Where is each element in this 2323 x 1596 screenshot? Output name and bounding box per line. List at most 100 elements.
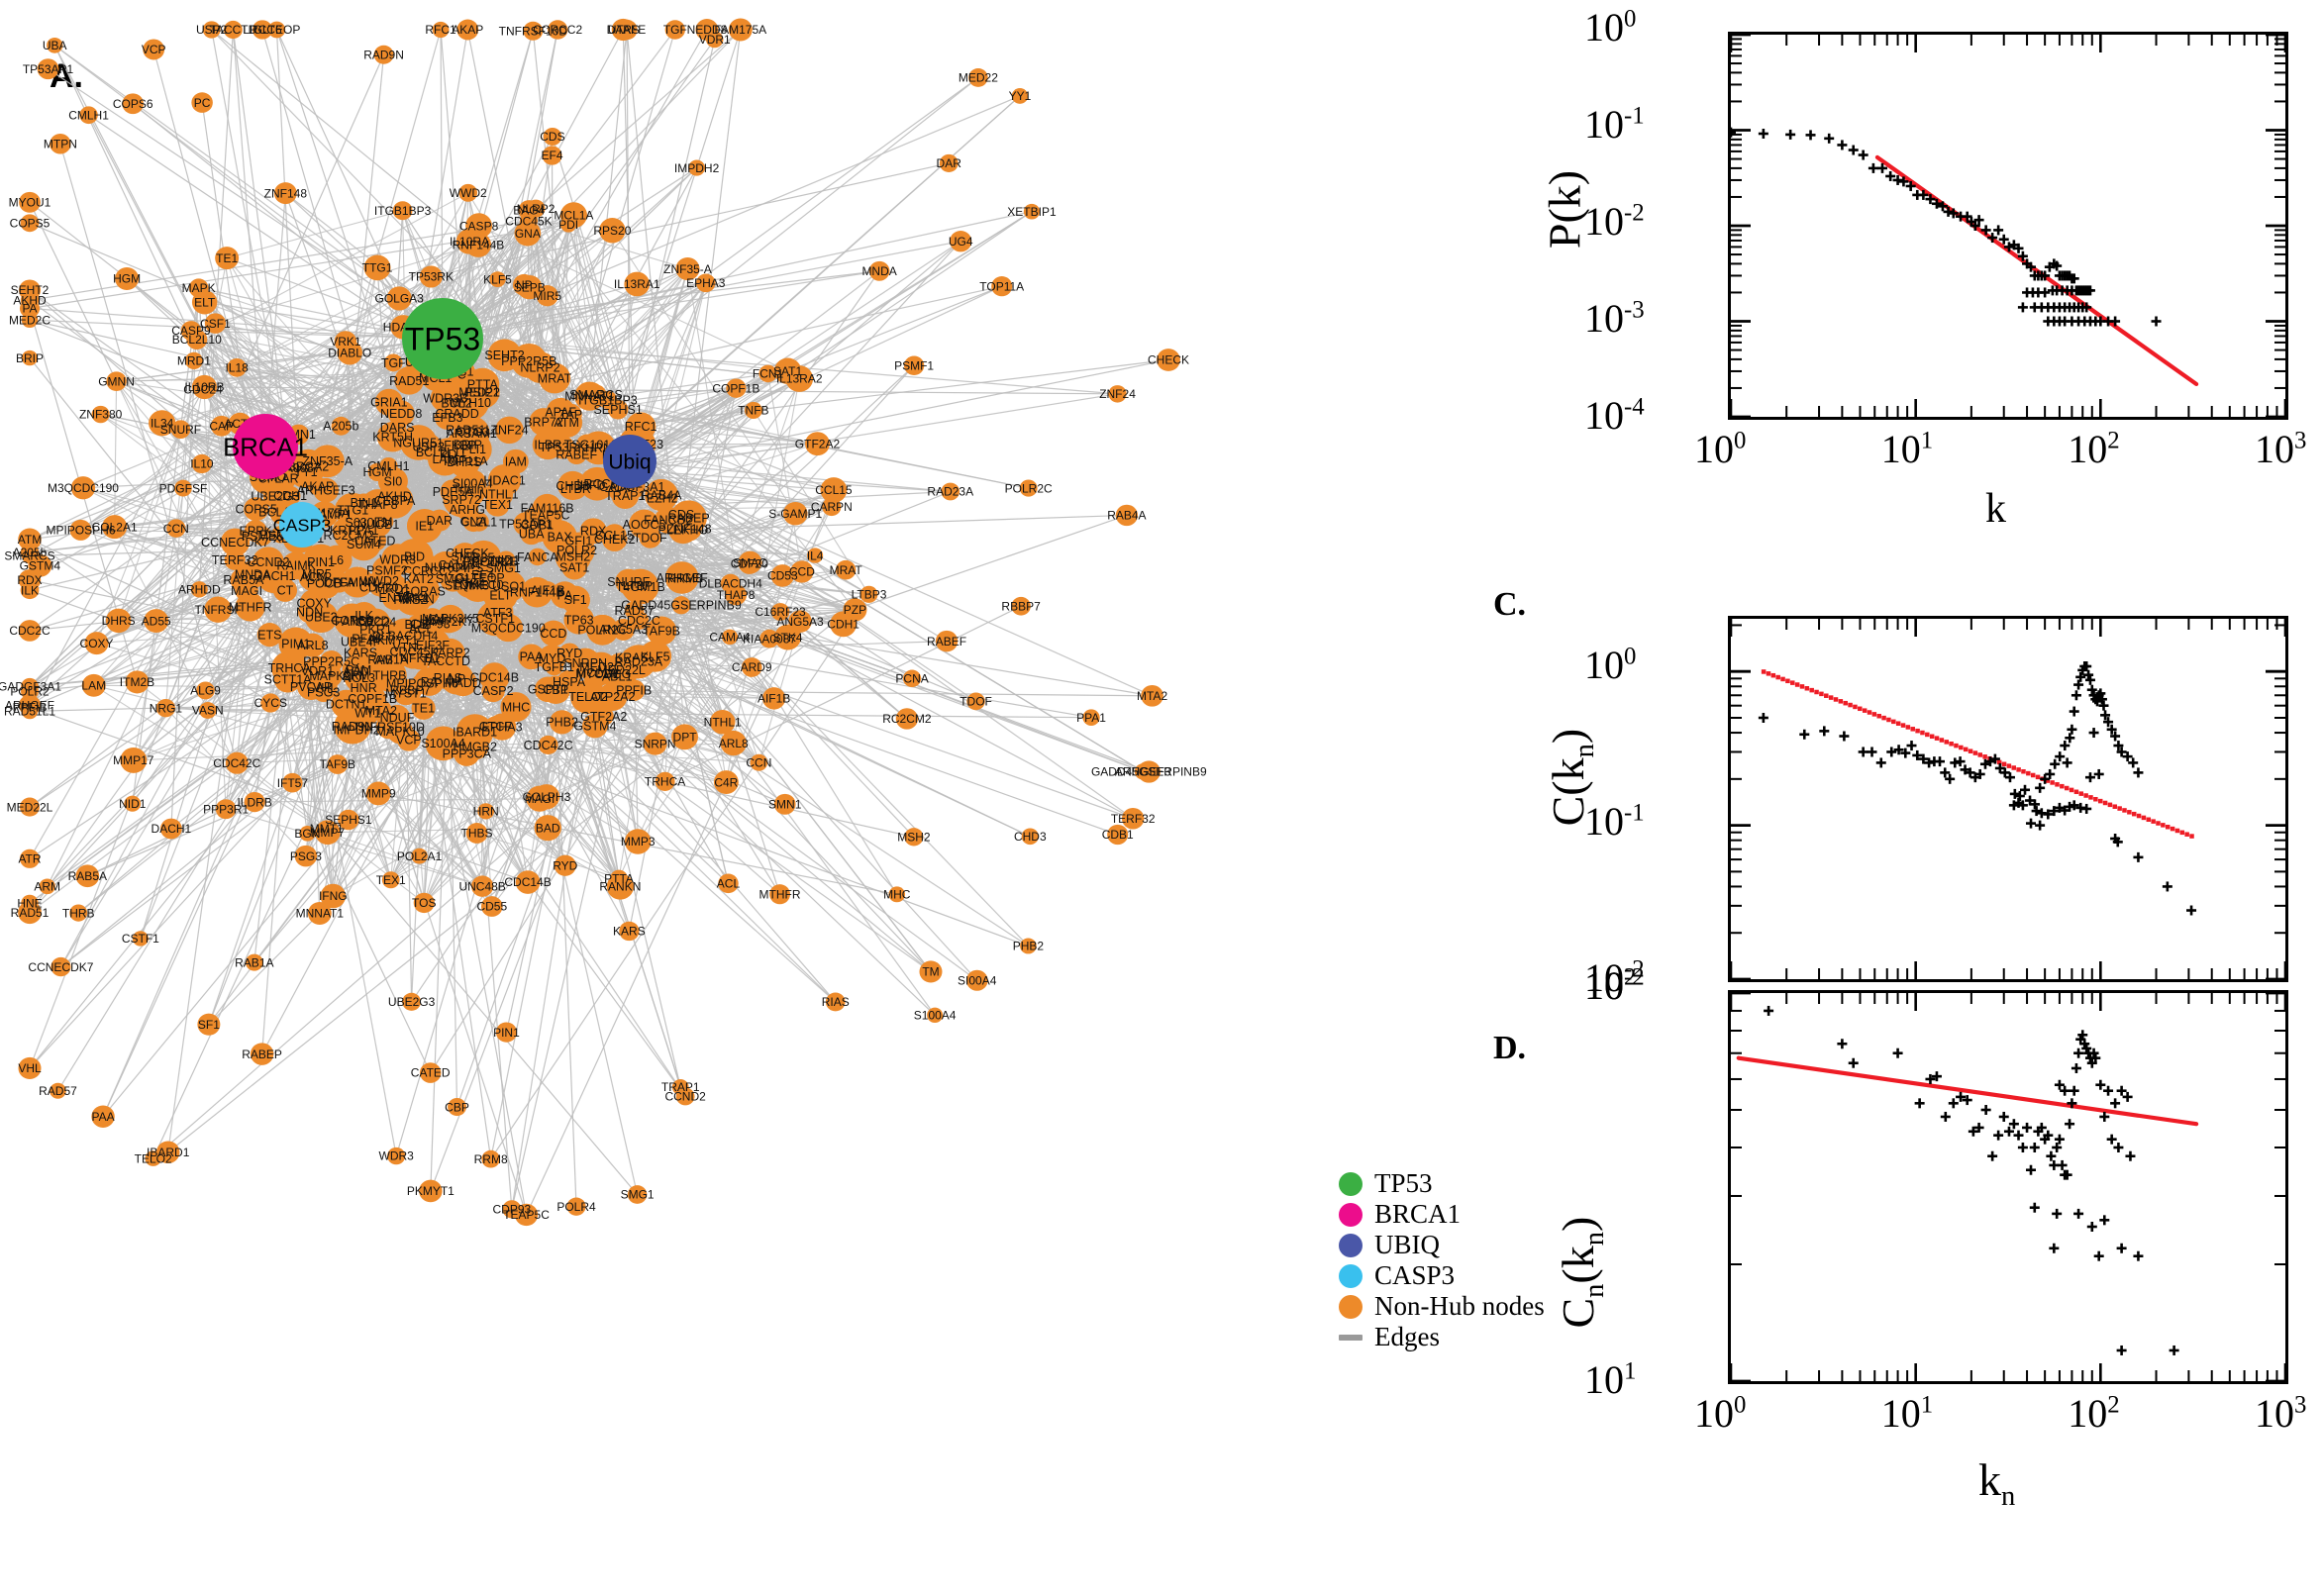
network-node[interactable] xyxy=(649,484,676,512)
network-node[interactable] xyxy=(481,1149,500,1168)
network-node[interactable] xyxy=(299,826,316,842)
network-node[interactable] xyxy=(434,405,460,430)
network-node[interactable] xyxy=(215,799,237,820)
network-node[interactable] xyxy=(612,618,636,641)
network-node[interactable] xyxy=(18,1056,42,1079)
network-node[interactable] xyxy=(363,254,391,281)
network-node[interactable] xyxy=(190,581,208,598)
network-node[interactable] xyxy=(619,921,640,942)
network-node[interactable] xyxy=(376,422,409,452)
network-node[interactable] xyxy=(18,279,42,301)
network-node[interactable] xyxy=(788,610,812,633)
network-node[interactable] xyxy=(582,713,608,739)
network-node[interactable] xyxy=(155,698,176,718)
network-node[interactable] xyxy=(624,829,652,854)
network-node[interactable] xyxy=(859,585,878,603)
network-node[interactable] xyxy=(495,416,524,445)
network-node[interactable] xyxy=(1011,88,1029,104)
network-node[interactable] xyxy=(935,630,959,652)
network-node[interactable] xyxy=(149,410,176,437)
network-node[interactable] xyxy=(718,873,739,894)
network-node[interactable] xyxy=(820,477,848,503)
network-node[interactable] xyxy=(18,528,42,551)
legend-item-casp3[interactable]: CASP3 xyxy=(1339,1260,1487,1291)
network-node[interactable] xyxy=(47,38,63,53)
hub-node-casp3[interactable] xyxy=(279,502,325,548)
network-node[interactable] xyxy=(387,719,414,745)
network-node[interactable] xyxy=(453,741,480,766)
network-node[interactable] xyxy=(319,650,344,673)
network-node[interactable] xyxy=(538,735,558,754)
network-node[interactable] xyxy=(132,931,149,947)
hub-node-brca1[interactable] xyxy=(233,414,298,479)
network-node[interactable] xyxy=(252,20,273,40)
network-node[interactable] xyxy=(102,515,128,540)
network-node[interactable] xyxy=(542,146,562,165)
network-node[interactable] xyxy=(411,696,436,720)
network-node[interactable] xyxy=(830,611,858,638)
network-node[interactable] xyxy=(671,596,691,615)
network-node[interactable] xyxy=(202,21,221,39)
network-node[interactable] xyxy=(278,627,313,660)
network-node[interactable] xyxy=(671,1078,689,1096)
network-node[interactable] xyxy=(538,645,566,672)
legend-item-non-hub-nodes[interactable]: Non-Hub nodes xyxy=(1339,1291,1545,1322)
network-node[interactable] xyxy=(338,809,359,831)
network-node[interactable] xyxy=(365,512,392,538)
network-node[interactable] xyxy=(902,669,922,688)
network-node[interactable] xyxy=(941,482,960,501)
network-node[interactable] xyxy=(523,21,544,41)
network-node[interactable] xyxy=(728,18,753,42)
network-node[interactable] xyxy=(458,557,480,578)
network-node[interactable] xyxy=(371,555,403,585)
network-node[interactable] xyxy=(966,692,985,711)
network-node[interactable] xyxy=(180,321,202,341)
network-node[interactable] xyxy=(1021,828,1039,846)
network-node[interactable] xyxy=(586,663,609,685)
network-node[interactable] xyxy=(313,477,340,503)
network-node[interactable] xyxy=(69,519,92,541)
network-node[interactable] xyxy=(223,20,243,40)
network-node[interactable] xyxy=(554,854,576,876)
network-node[interactable] xyxy=(307,902,332,925)
network-node[interactable] xyxy=(1121,807,1145,830)
network-node[interactable] xyxy=(458,183,478,202)
network-node[interactable] xyxy=(1115,504,1139,527)
network-node[interactable] xyxy=(526,785,554,812)
network-node[interactable] xyxy=(199,702,217,719)
network-node[interactable] xyxy=(81,673,106,697)
network-node[interactable] xyxy=(334,331,357,352)
network-node[interactable] xyxy=(437,610,461,634)
network-node[interactable] xyxy=(965,969,988,991)
network-node[interactable] xyxy=(407,615,428,635)
network-node[interactable] xyxy=(105,608,132,634)
network-node[interactable] xyxy=(272,578,298,602)
network-node[interactable] xyxy=(675,257,700,281)
legend-item-edges[interactable]: Edges xyxy=(1339,1322,1487,1352)
network-node[interactable] xyxy=(210,415,233,437)
network-node[interactable] xyxy=(220,528,251,556)
network-node[interactable] xyxy=(419,1179,443,1203)
network-node[interactable] xyxy=(386,286,412,311)
network-node[interactable] xyxy=(449,668,477,697)
network-node[interactable] xyxy=(575,434,599,455)
network-node[interactable] xyxy=(432,21,450,39)
network-node[interactable] xyxy=(566,1197,586,1216)
network-node[interactable] xyxy=(297,672,326,700)
network-node[interactable] xyxy=(450,471,487,508)
network-node[interactable] xyxy=(919,960,943,983)
network-node[interactable] xyxy=(655,771,675,791)
network-node[interactable] xyxy=(456,19,479,41)
network-node[interactable] xyxy=(197,1013,221,1036)
network-node[interactable] xyxy=(671,724,699,750)
network-node[interactable] xyxy=(624,271,651,297)
network-node[interactable] xyxy=(518,644,545,670)
network-node[interactable] xyxy=(1108,385,1127,403)
network-node[interactable] xyxy=(627,1185,648,1204)
network-node[interactable] xyxy=(414,666,445,696)
network-node[interactable] xyxy=(224,549,246,570)
network-node[interactable] xyxy=(21,703,39,720)
network-node[interactable] xyxy=(1020,938,1037,954)
network-node[interactable] xyxy=(18,620,42,642)
network-node[interactable] xyxy=(79,106,98,125)
